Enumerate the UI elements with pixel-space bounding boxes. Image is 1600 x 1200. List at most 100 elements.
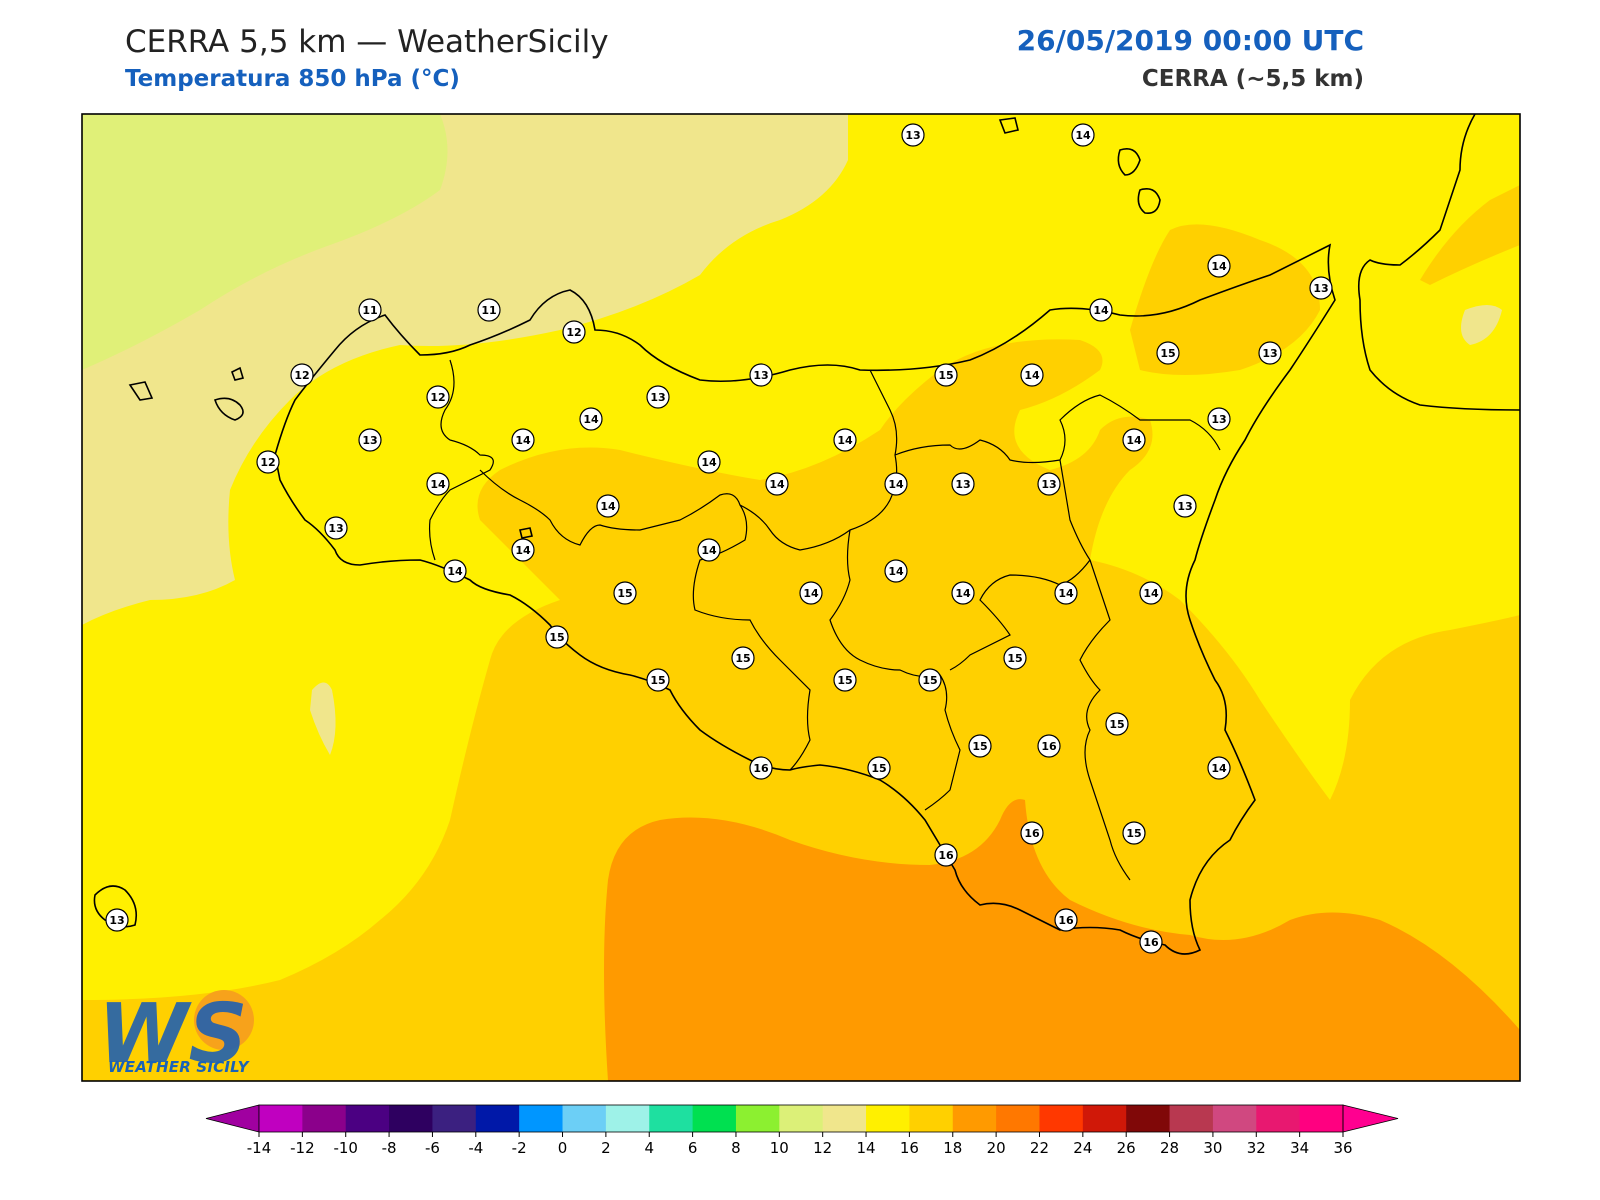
station-marker: 14 bbox=[1139, 581, 1163, 605]
station-marker: 13 bbox=[1258, 341, 1282, 365]
colorbar-cell bbox=[779, 1105, 824, 1132]
station-circle bbox=[749, 756, 773, 780]
station-marker: 13 bbox=[646, 385, 670, 409]
station-value: 13 bbox=[362, 434, 377, 447]
station-value: 14 bbox=[447, 565, 463, 578]
station-circle bbox=[1105, 712, 1129, 736]
colorbar-over bbox=[1342, 1104, 1399, 1133]
station-value: 14 bbox=[955, 587, 971, 600]
station-marker: 15 bbox=[1003, 646, 1027, 670]
field-10-12 bbox=[82, 114, 448, 370]
station-value: 14 bbox=[1211, 762, 1227, 775]
field-18-20 bbox=[604, 799, 1520, 1081]
station-marker: 13 bbox=[324, 516, 348, 540]
station-circle bbox=[867, 756, 891, 780]
station-value: 14 bbox=[1211, 260, 1227, 273]
station-marker: 16 bbox=[1054, 908, 1078, 932]
egadi-island bbox=[213, 397, 244, 421]
station-marker: 13 bbox=[1037, 472, 1061, 496]
station-circle bbox=[1139, 581, 1163, 605]
colorbar-cell bbox=[259, 1105, 303, 1132]
station-marker: 15 bbox=[867, 756, 891, 780]
station-circle bbox=[1071, 123, 1095, 147]
colorbar-cell bbox=[432, 1105, 477, 1132]
station-marker: 14 bbox=[697, 450, 721, 474]
station-circle bbox=[511, 428, 535, 452]
egadi-island bbox=[128, 381, 154, 401]
logo-sun bbox=[194, 990, 254, 1050]
station-value: 15 bbox=[1007, 652, 1022, 665]
colorbar-cell bbox=[1082, 1105, 1127, 1132]
station-circle bbox=[613, 581, 637, 605]
station-circle bbox=[749, 363, 773, 387]
station-circle bbox=[1054, 581, 1078, 605]
colorbar-cell bbox=[649, 1105, 694, 1132]
station-value: 15 bbox=[1160, 347, 1175, 360]
station-circle bbox=[443, 559, 467, 583]
station-value: 14 bbox=[583, 413, 599, 426]
station-marker: 15 bbox=[731, 646, 755, 670]
colorbar-cell bbox=[1169, 1105, 1214, 1132]
colorbar-tick-label: 36 bbox=[1333, 1139, 1352, 1157]
station-marker: 14 bbox=[1207, 756, 1231, 780]
station-value: 15 bbox=[837, 674, 852, 687]
colorbar-cell bbox=[822, 1105, 867, 1132]
colorbar: -14 -12 -10 -8 -6 -4 -2 0 2 4 6 8 10 12 14 16 18 20 22 24 26… bbox=[205, 1104, 1399, 1157]
station-value: 13 bbox=[753, 369, 768, 382]
colorbar-tick-label: 22 bbox=[1030, 1139, 1049, 1157]
station-circle bbox=[1003, 646, 1027, 670]
station-marker: 14 bbox=[1207, 254, 1231, 278]
colorbar-tick-label: 4 bbox=[644, 1139, 654, 1157]
colorbar-cell bbox=[1126, 1105, 1171, 1132]
colorbar-cell bbox=[909, 1105, 954, 1132]
station-circle bbox=[358, 428, 382, 452]
station-value: 14 bbox=[430, 478, 446, 491]
aeolian-island bbox=[998, 117, 1019, 134]
colorbar-tick-label: -6 bbox=[425, 1139, 440, 1157]
station-marker: 16 bbox=[934, 843, 958, 867]
egadi-island bbox=[230, 366, 245, 381]
station-marker: 13 bbox=[901, 123, 925, 147]
station-circle bbox=[884, 559, 908, 583]
station-circle bbox=[477, 298, 501, 322]
sicily-coastline bbox=[274, 243, 1336, 955]
station-marker: 13 bbox=[1309, 276, 1333, 300]
station-marker: 15 bbox=[613, 581, 637, 605]
colorbar-cell bbox=[605, 1105, 650, 1132]
colorbar-cell bbox=[475, 1105, 520, 1132]
station-marker: 15 bbox=[934, 363, 958, 387]
field-12-14-patch bbox=[310, 682, 336, 755]
station-value: 15 bbox=[1109, 718, 1124, 731]
temperature-map: 13 14 14 13 14 15 13 11 11 12 12 12 13 13 15 14 13 13 14 14… bbox=[81, 113, 1521, 1082]
colorbar-ticks: -14 -12 -10 -8 -6 -4 -2 0 2 4 6 8 10 12 14 16 18 20 22 24 26… bbox=[247, 1132, 1353, 1157]
station-circle bbox=[426, 472, 450, 496]
station-marker: 15 bbox=[968, 734, 992, 758]
station-circle bbox=[290, 363, 314, 387]
station-marker: 14 bbox=[511, 428, 535, 452]
colorbar-cell bbox=[345, 1105, 390, 1132]
station-value: 15 bbox=[1126, 827, 1141, 840]
station-marker: 14 bbox=[884, 472, 908, 496]
station-circle bbox=[1037, 734, 1061, 758]
station-circle bbox=[1207, 756, 1231, 780]
pantelleria-island bbox=[93, 885, 138, 928]
colorbar-tick-label: -2 bbox=[512, 1139, 527, 1157]
station-value: 15 bbox=[938, 369, 953, 382]
coastlines bbox=[93, 113, 1521, 955]
station-circle bbox=[646, 385, 670, 409]
station-value: 13 bbox=[905, 129, 920, 142]
station-marker: 14 bbox=[1054, 581, 1078, 605]
station-circle bbox=[697, 538, 721, 562]
station-marker: 12 bbox=[290, 363, 314, 387]
station-marker: 14 bbox=[799, 581, 823, 605]
station-value: 14 bbox=[1126, 434, 1142, 447]
station-marker: 14 bbox=[1020, 363, 1044, 387]
field-16-18-patch bbox=[1420, 185, 1520, 285]
station-value: 14 bbox=[1075, 129, 1091, 142]
colorbar-cell bbox=[1299, 1105, 1344, 1132]
station-value: 12 bbox=[294, 369, 309, 382]
station-marker: 13 bbox=[1173, 494, 1197, 518]
station-circle bbox=[901, 123, 925, 147]
station-value: 13 bbox=[328, 522, 343, 535]
colorbar-tick-label: 30 bbox=[1203, 1139, 1222, 1157]
